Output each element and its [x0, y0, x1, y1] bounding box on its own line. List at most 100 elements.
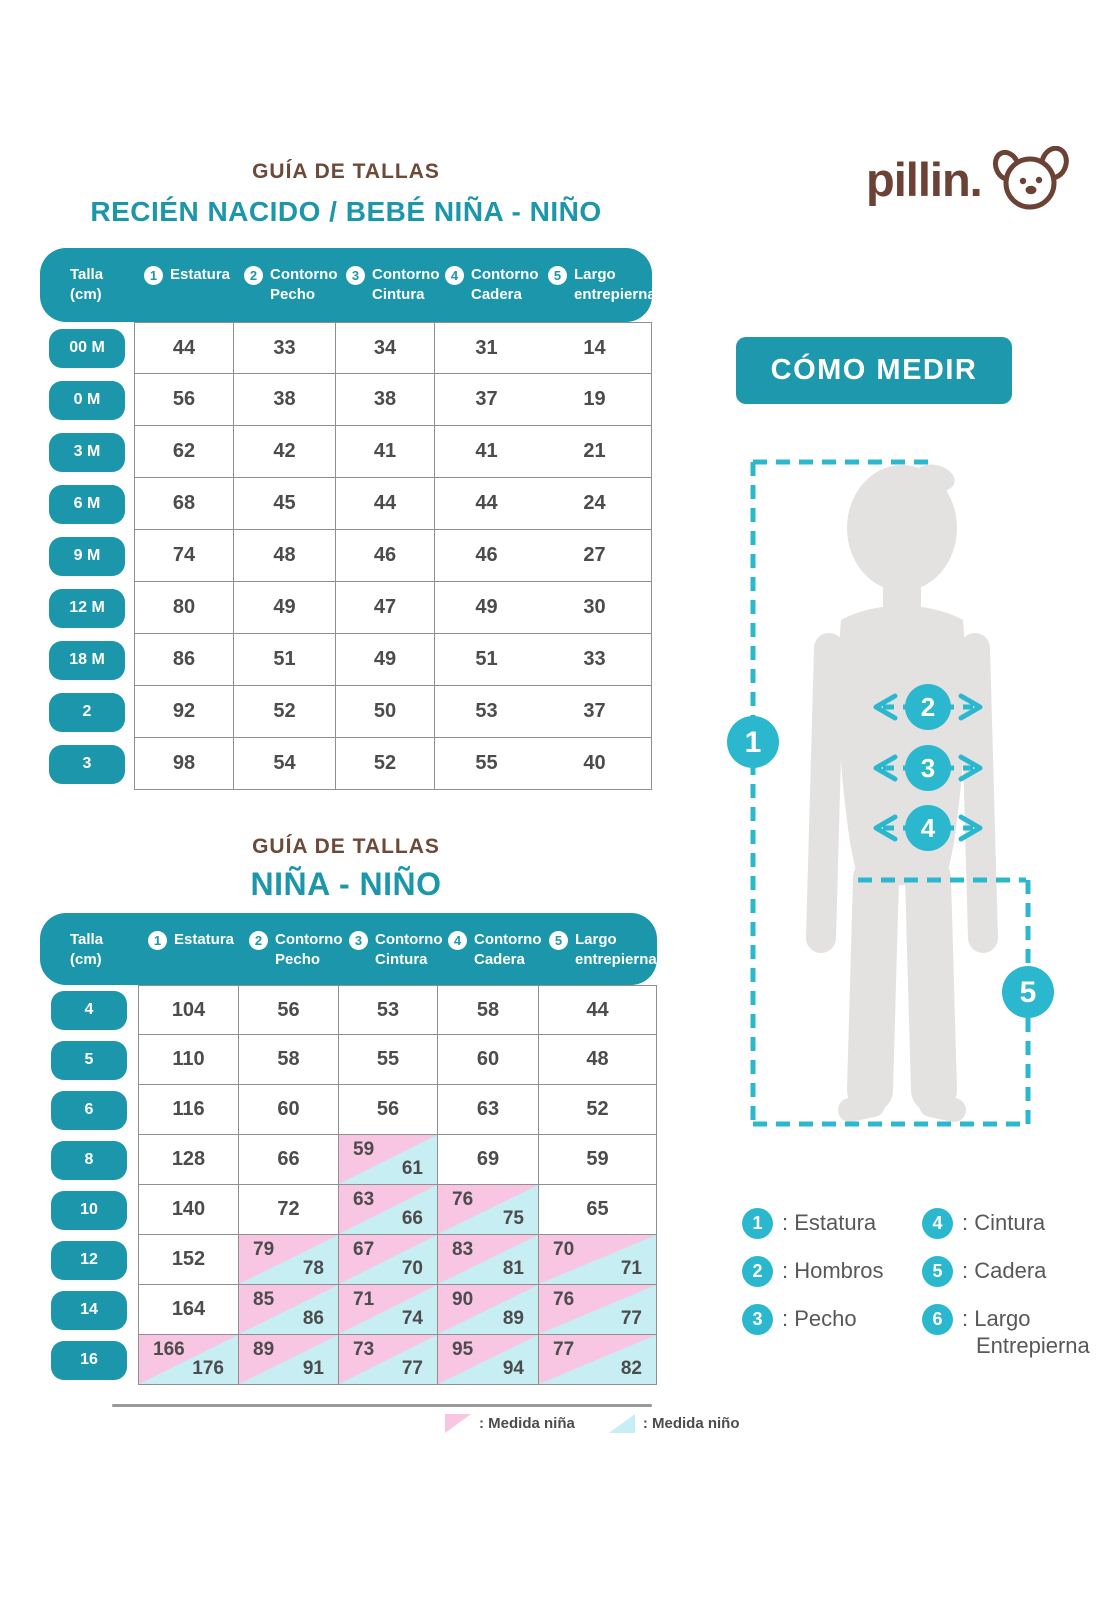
girl-value: 70 — [553, 1239, 575, 1260]
boy-value: 70 — [401, 1258, 423, 1279]
size-value: 164 — [171, 1298, 206, 1320]
header-label: Contorno Pecho — [275, 931, 343, 968]
size-cell: 33 — [234, 322, 336, 374]
size-value: 55 — [475, 752, 498, 774]
size-cell: 55 — [339, 1035, 438, 1085]
badge-2-icon — [905, 684, 951, 730]
size-pill-cell: 12 — [40, 1235, 138, 1285]
size-cell: 152 — [138, 1235, 239, 1285]
size-cell: 24 — [538, 478, 652, 530]
size-value: 52 — [586, 1098, 609, 1120]
size-value: 44 — [373, 492, 397, 514]
header-label: Contorno Cintura — [372, 266, 440, 303]
size-value: 49 — [475, 596, 498, 618]
header-number-badge: 3 — [349, 931, 368, 950]
size-pill: 8 — [51, 1140, 127, 1180]
table2-grid: 4 104 56 53 58 44 5 110 58 55 60 48 6 116 60 56 63 52 8 128… — [40, 985, 657, 1385]
measure-number-badge: 6 — [922, 1304, 953, 1335]
size-cell: 89 91 — [239, 1335, 339, 1385]
measure-number-badge: 2 — [742, 1256, 773, 1287]
size-cell: 49 — [234, 582, 336, 634]
size-value: 56 — [277, 998, 300, 1021]
measure-legend-item: 3: Pecho — [742, 1304, 883, 1335]
size-cell: 52 — [234, 686, 336, 738]
size-cell: 70 71 — [539, 1235, 657, 1285]
header-number-badge: 1 — [148, 931, 167, 950]
table1-header: Talla (cm) 1 Estatura 2 Contorno Pecho 3 Conto… — [40, 248, 656, 322]
size-value: 60 — [277, 1098, 300, 1120]
header-label: Contorno Pecho — [270, 266, 338, 303]
size-cell: 73 77 — [339, 1335, 438, 1385]
boy-value: 77 — [401, 1358, 423, 1379]
size-pill: 3 M — [49, 432, 125, 472]
size-value: 31 — [475, 336, 498, 359]
measure-legend-label: : Largo Entrepierna — [962, 1306, 1090, 1358]
girl-value: 59 — [353, 1139, 375, 1160]
girl-value: 79 — [253, 1239, 275, 1260]
girl-value: 73 — [353, 1339, 375, 1360]
boy-value: 66 — [401, 1208, 423, 1229]
size-cell: 54 — [234, 738, 336, 790]
size-cell: 68 — [134, 478, 234, 530]
boy-value: 86 — [302, 1308, 324, 1329]
size-value: 30 — [583, 596, 606, 618]
measure-legend-label: : Hombros — [782, 1258, 884, 1283]
size-value: 14 — [583, 336, 606, 359]
size-cell: 76 77 — [539, 1285, 657, 1335]
size-value: 49 — [373, 648, 397, 670]
size-value: 33 — [583, 648, 606, 670]
size-pill-cell: 0 M — [40, 374, 134, 426]
size-cell: 14 — [538, 322, 652, 374]
size-cell: 41 — [336, 426, 435, 478]
size-cell: 76 75 — [438, 1185, 539, 1235]
girl-value: 90 — [452, 1289, 474, 1310]
size-value: 74 — [172, 544, 196, 566]
size-cell: 83 81 — [438, 1235, 539, 1285]
size-pill-cell: 12 M — [40, 582, 134, 634]
header-cell: 1 Estatura — [138, 913, 239, 950]
boy-legend-item: : Medida niño — [608, 1414, 740, 1433]
size-value: 34 — [373, 336, 397, 359]
size-cell: 50 — [336, 686, 435, 738]
size-value: 53 — [376, 998, 400, 1021]
size-cell: 116 — [138, 1085, 239, 1135]
svg-text:4: 4 — [921, 813, 936, 843]
size-cell: 66 — [239, 1135, 339, 1185]
measure-legend-item: 1: Estatura — [742, 1208, 883, 1239]
boy-value: 91 — [302, 1358, 324, 1379]
size-value: 63 — [476, 1098, 500, 1120]
size-cell: 51 — [234, 634, 336, 686]
size-pill-cell: 2 — [40, 686, 134, 738]
size-value: 59 — [586, 1148, 609, 1170]
size-value: 53 — [475, 700, 498, 722]
header-label: Talla (cm) — [70, 266, 104, 303]
brand-logo: pillin. — [866, 146, 1072, 212]
size-value: 128 — [171, 1148, 206, 1170]
size-cell: 67 70 — [339, 1235, 438, 1285]
size-cell: 58 — [239, 1035, 339, 1085]
size-cell: 48 — [234, 530, 336, 582]
header-cell: Talla (cm) — [40, 248, 134, 304]
size-value: 65 — [586, 1198, 609, 1220]
size-value: 37 — [475, 388, 498, 410]
size-value: 86 — [172, 648, 196, 670]
svg-text:3: 3 — [921, 753, 935, 783]
size-value: 27 — [583, 544, 606, 566]
size-cell: 44 — [435, 478, 538, 530]
size-value: 92 — [172, 700, 196, 722]
size-value: 40 — [583, 752, 606, 774]
size-value: 49 — [273, 596, 296, 618]
size-pill: 9 M — [49, 536, 125, 576]
size-cell: 46 — [435, 530, 538, 582]
header-number-badge: 3 — [346, 266, 365, 285]
header-label: Contorno Cadera — [471, 266, 539, 303]
girl-legend-item: : Medida niña — [445, 1414, 575, 1433]
size-value: 44 — [475, 492, 498, 514]
size-cell: 86 — [134, 634, 234, 686]
size-cell: 52 — [539, 1085, 657, 1135]
measure-arrowheads — [873, 693, 983, 842]
size-value: 41 — [475, 440, 498, 462]
header-label: Estatura — [174, 931, 235, 948]
size-cell: 42 — [234, 426, 336, 478]
gender-legend: : Medida niña : Medida niño — [445, 1414, 740, 1433]
